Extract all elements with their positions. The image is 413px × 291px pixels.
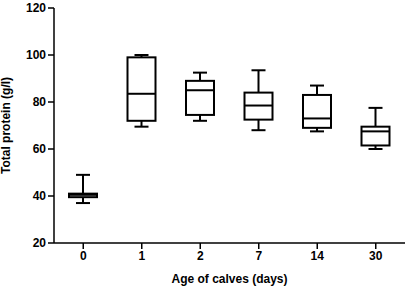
svg-text:Age of calves (days): Age of calves (days) <box>171 272 287 286</box>
svg-text:1: 1 <box>138 249 145 263</box>
svg-text:14: 14 <box>311 249 325 263</box>
svg-text:30: 30 <box>369 249 383 263</box>
svg-text:Total protein (g/l): Total protein (g/l) <box>8 77 13 174</box>
svg-text:40: 40 <box>33 189 47 203</box>
svg-text:20: 20 <box>33 236 47 250</box>
svg-text:2: 2 <box>197 249 204 263</box>
svg-text:7: 7 <box>255 249 262 263</box>
svg-text:80: 80 <box>33 95 47 109</box>
svg-text:100: 100 <box>26 48 46 62</box>
svg-text:0: 0 <box>80 249 87 263</box>
svg-text:120: 120 <box>26 1 46 15</box>
svg-text:60: 60 <box>33 142 47 156</box>
